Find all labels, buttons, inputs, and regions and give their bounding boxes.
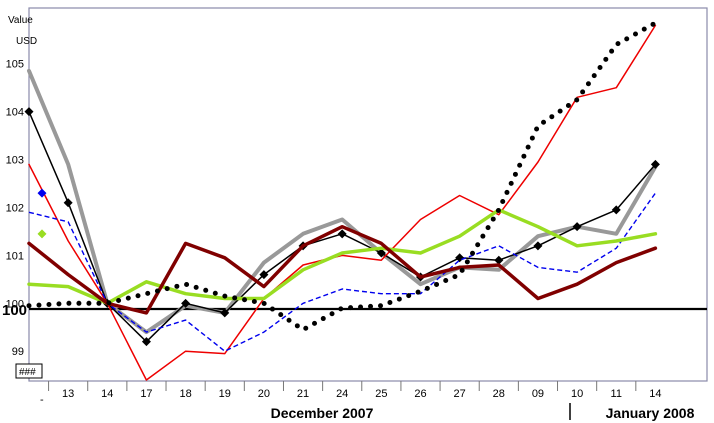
y-tick-label: 102 <box>6 202 24 214</box>
x-tick-label: 09 <box>532 388 544 400</box>
series-layer <box>24 20 660 381</box>
series-line-blue-dashed <box>28 192 656 352</box>
x-tick-label: 17 <box>140 388 152 400</box>
x-tick-label: 27 <box>454 388 466 400</box>
x-tick-label: 11 <box>611 388 622 400</box>
series-line-darkred-thick <box>27 224 658 315</box>
x-tick-label: 20 <box>258 388 270 400</box>
x-tick-label: 14 <box>101 388 113 400</box>
x-tick-label: 24 <box>336 388 348 400</box>
month-labels: December 2007 January 2008 <box>271 405 695 421</box>
data-point-marker <box>181 298 191 308</box>
y-tick-label: 103 <box>6 155 24 167</box>
y-overflow-label: ### <box>19 367 36 378</box>
y-tick-label: 105 <box>6 59 24 71</box>
x-tick-label: 10 <box>571 388 583 400</box>
x-tick-label: 18 <box>179 388 191 400</box>
data-point-marker <box>533 241 543 251</box>
data-point-marker <box>141 337 151 347</box>
y-tick-labels: 99 100 101 102 103 104 105 <box>6 59 24 359</box>
series-line-green-thick <box>27 208 658 306</box>
series-line-red-thin <box>28 24 657 381</box>
data-point-marker <box>376 248 386 258</box>
x-tick-separators <box>48 381 637 391</box>
plot-frame <box>28 7 708 382</box>
start-marker <box>37 188 47 198</box>
data-point-marker <box>572 222 582 232</box>
start-marker <box>37 229 47 239</box>
y-tick-label: 99 <box>12 346 24 358</box>
x-tick-labels: 13 14 17 18 19 20 21 24 25 26 27 28 09 10 11 14 <box>62 388 662 400</box>
x-tick-label: 14 <box>649 388 661 400</box>
data-point-marker <box>611 205 621 215</box>
x-tick-label: 13 <box>62 388 74 400</box>
data-point-marker <box>650 159 660 169</box>
data-point-marker <box>63 198 73 208</box>
x-tick-label: 25 <box>375 388 387 400</box>
y-tick-label: 100 <box>6 298 24 310</box>
x-tick-label: 26 <box>414 388 426 400</box>
y-tick-label: 104 <box>6 107 24 119</box>
y-axis-unit: USD <box>16 36 37 47</box>
data-point-marker <box>494 255 504 265</box>
y-tick-label: 101 <box>6 250 24 262</box>
data-point-marker <box>220 308 230 318</box>
y-baseline-label: 100 <box>2 302 27 319</box>
x-tick-label: 21 <box>297 388 309 400</box>
y-axis-label: Value <box>8 15 33 26</box>
data-point-marker <box>24 107 34 117</box>
x-tick-label: 28 <box>493 388 505 400</box>
y-overflow-box <box>15 363 43 379</box>
month-label: January 2008 <box>606 405 695 421</box>
data-point-marker <box>337 229 347 239</box>
month-label: December 2007 <box>271 405 374 421</box>
series-line-black-dotted <box>26 20 658 333</box>
x-tick-label: 19 <box>219 388 231 400</box>
x-dash-label: - <box>40 394 44 406</box>
data-point-marker <box>259 270 269 280</box>
